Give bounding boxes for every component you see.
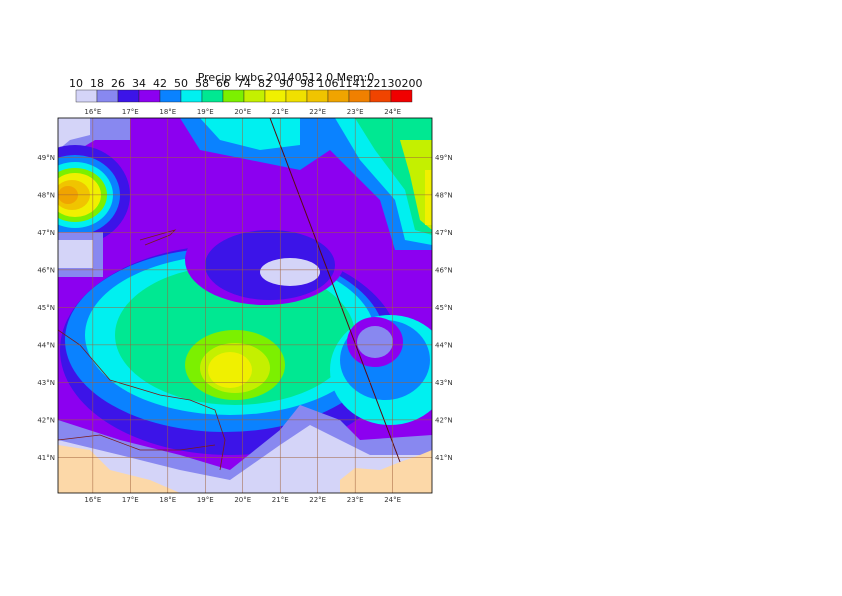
colorbar-label: 26 (111, 77, 125, 90)
colorbar-box (327, 89, 350, 103)
lon-label: 23°E (347, 496, 364, 504)
lon-label: 22°E (309, 496, 326, 504)
lat-label: 41°N (435, 454, 453, 462)
colorbar-box (138, 89, 161, 103)
colorbar: 10 18 26 34 42 50 58 66 74 82 90 98 106 114 122 130 200 (69, 77, 423, 103)
colorbar-box (285, 89, 308, 103)
colorbar-box (222, 89, 245, 103)
lon-label: 19°E (197, 496, 214, 504)
lat-label: 48°N (435, 191, 453, 199)
lon-label: 23°E (347, 108, 364, 116)
lon-label: 22°E (309, 108, 326, 116)
lat-label: 49°N (435, 154, 453, 162)
colorbar-label: 122 (360, 77, 381, 90)
lat-label: 49°N (37, 154, 55, 162)
colorbar-label: 18 (90, 77, 104, 90)
lon-label: 20°E (234, 108, 251, 116)
lat-label: 44°N (435, 341, 453, 349)
colorbar-label: 90 (279, 77, 293, 90)
lat-label: 46°N (37, 266, 55, 274)
lon-label: 21°E (272, 108, 289, 116)
colorbar-box (75, 89, 98, 103)
colorbar-label: 200 (402, 77, 423, 90)
lon-label: 16°E (84, 108, 101, 116)
lat-label: 45°N (435, 304, 453, 312)
colorbar-box (264, 89, 287, 103)
lon-label: 19°E (197, 108, 214, 116)
map-title: Precip kwbc 20140512 0 Mem:0 (198, 71, 375, 84)
lat-label: 47°N (37, 229, 55, 237)
colorbar-box (201, 89, 224, 103)
colorbar-box (369, 89, 392, 103)
lat-label: 43°N (435, 379, 453, 387)
lat-label: 45°N (37, 304, 55, 312)
colorbar-box (306, 89, 329, 103)
lon-label: 21°E (272, 496, 289, 504)
lon-label: 17°E (122, 496, 139, 504)
colorbar-label: 74 (237, 77, 251, 90)
colorbar-box (180, 89, 203, 103)
colorbar-box (159, 89, 182, 103)
lon-label: 18°E (159, 496, 176, 504)
lat-label: 42°N (435, 416, 453, 424)
lon-label: 20°E (234, 496, 251, 504)
lon-label: 18°E (159, 108, 176, 116)
lat-label: 42°N (37, 416, 55, 424)
colorbar-label: 34 (132, 77, 146, 90)
map-frame (57, 117, 433, 494)
lon-label: 16°E (84, 496, 101, 504)
lat-label: 43°N (37, 379, 55, 387)
colorbar-label: 42 (153, 77, 167, 90)
colorbar-box (96, 89, 119, 103)
colorbar-box (243, 89, 266, 103)
graticule: 16°E 16°E 17°E 17°E 18°E 18°E 19°E 19°E 20°E 20°E… (37, 108, 452, 504)
colorbar-label: 82 (258, 77, 272, 90)
lat-label: 46°N (435, 266, 453, 274)
colorbar-label: 130 (381, 77, 402, 90)
lon-label: 24°E (384, 496, 401, 504)
colorbar-label: 50 (174, 77, 188, 90)
colorbar-box (348, 89, 371, 103)
lat-label: 44°N (37, 341, 55, 349)
colorbar-label: 58 (195, 77, 209, 90)
lat-label: 47°N (435, 229, 453, 237)
lon-label: 24°E (384, 108, 401, 116)
colorbar-label: 10 (69, 77, 83, 90)
colorbar-label: 106 (318, 77, 339, 90)
lat-label: 48°N (37, 191, 55, 199)
colorbar-label: 66 (216, 77, 230, 90)
precip-field (58, 118, 432, 493)
colorbar-label: 98 (300, 77, 314, 90)
lat-label: 41°N (37, 454, 55, 462)
colorbar-box (117, 89, 140, 103)
colorbar-label: 114 (339, 77, 360, 90)
colorbar-box (390, 89, 413, 103)
lon-label: 17°E (122, 108, 139, 116)
